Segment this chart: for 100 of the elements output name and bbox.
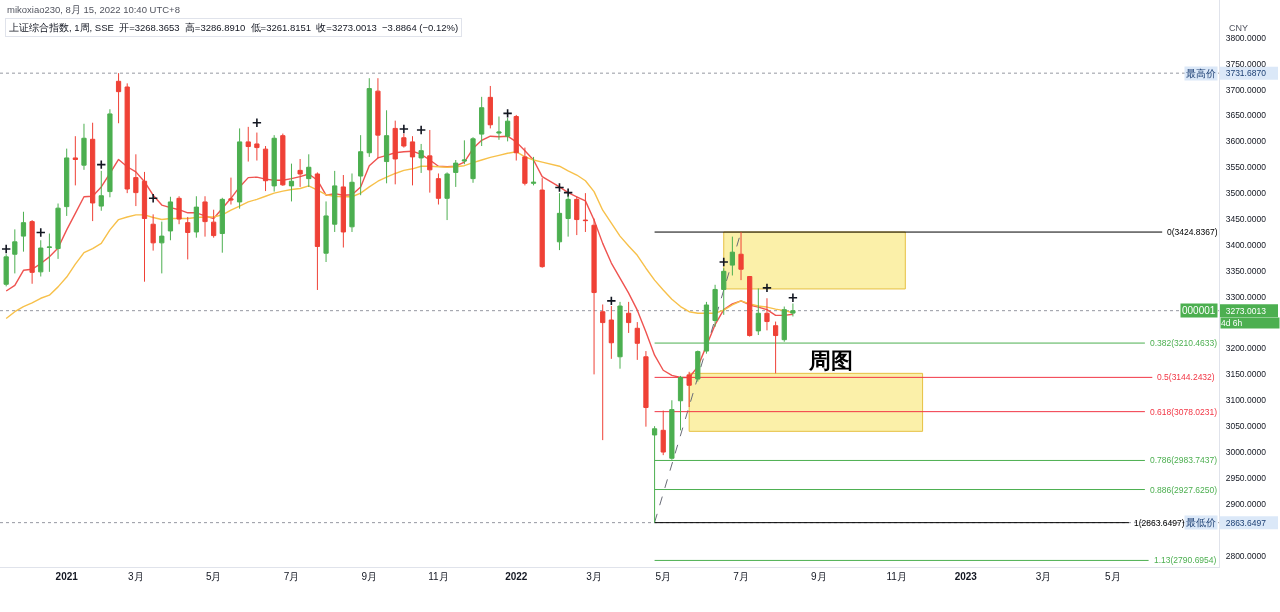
point — [251, 117, 262, 128]
y-tick-label: 3273.0013 — [1225, 305, 1267, 316]
candlestick — [401, 133, 407, 149]
y-tick-label: 3500.0000 — [1225, 188, 1267, 199]
candlestick — [90, 122, 96, 222]
x-tick-label: 5月 — [1105, 571, 1121, 582]
candlestick — [747, 275, 753, 338]
candlestick — [297, 158, 303, 188]
candlestick — [383, 109, 390, 184]
candlestick — [3, 253, 9, 287]
line-series — [5, 135, 794, 379]
series-label: 0.786(2983.7437) — [1150, 455, 1218, 465]
x-tick-label: 2022 — [505, 571, 528, 582]
candlestick — [323, 200, 329, 263]
annotation: mikoxiao230, 8月 15, 2022 10:40 UTC+8 — [7, 4, 180, 15]
candlestick — [12, 228, 18, 274]
candlestick — [409, 135, 416, 186]
y-tick-label: 3050.0000 — [1225, 421, 1267, 432]
candlestick — [392, 120, 398, 185]
candlestick — [133, 153, 139, 207]
candlestick — [513, 114, 519, 162]
candlestick — [617, 301, 623, 370]
candlestick — [634, 321, 640, 361]
candlestick — [262, 145, 269, 192]
candlestick — [167, 196, 174, 241]
candlestick — [738, 231, 744, 281]
candlestick — [81, 123, 87, 171]
candlestick — [254, 132, 260, 162]
candlestick — [107, 108, 113, 198]
candlestick — [141, 171, 148, 283]
candlestick — [626, 301, 632, 334]
series-label: 0.618(3078.0231) — [1150, 407, 1218, 417]
candlestick — [729, 236, 736, 276]
y-tick-label: 3150.0000 — [1225, 369, 1267, 380]
x-tick-label: 3月 — [1035, 571, 1052, 582]
candlestick — [643, 350, 649, 428]
candlestick — [29, 219, 35, 285]
candlestick — [271, 134, 277, 193]
candlestick — [608, 305, 614, 360]
text: 上证综合指数, 1周, SSE 开=3268.3653 高=3286.8910 低=3261.8151 收=3273.0013 −3.8864 (−0.12%) — [9, 22, 459, 33]
candlestick — [790, 302, 796, 317]
y-tick-label: 3550.0000 — [1225, 162, 1267, 173]
candlestick — [124, 82, 130, 194]
candlestick — [306, 153, 312, 188]
series-label: 0.886(2927.6250) — [1150, 485, 1218, 495]
y-tick-label: 3800.0000 — [1225, 32, 1267, 43]
candlestick — [721, 267, 727, 316]
candlestick — [38, 239, 44, 278]
y-tick-label: 2900.0000 — [1225, 498, 1267, 509]
y-tick-label: 3650.0000 — [1225, 110, 1267, 121]
y-tick-label: 3450.0000 — [1225, 214, 1267, 225]
candlestick — [522, 147, 528, 186]
x-tick-label: 5月 — [655, 571, 671, 582]
candlestick — [712, 284, 718, 328]
candlestick — [72, 135, 78, 186]
y-tick-label: 3731.6870 — [1225, 68, 1267, 79]
series-label: 1(2863.6497) — [1134, 518, 1185, 528]
x-tick-label: 9月 — [811, 571, 827, 582]
candlestick — [366, 77, 372, 158]
point — [1, 244, 12, 255]
candlestick — [470, 136, 476, 184]
candlestick — [176, 195, 182, 225]
candlestick — [582, 192, 589, 233]
y-tick-label: 2950.0000 — [1225, 472, 1267, 483]
candlestick — [574, 196, 580, 236]
candlestick — [453, 159, 459, 188]
candlestick — [159, 221, 165, 274]
candlestick — [202, 195, 208, 238]
y-tick-label: 3400.0000 — [1225, 239, 1267, 250]
x-tick-label: 2021 — [55, 571, 79, 582]
y-tick-label: 3200.0000 — [1225, 343, 1267, 354]
candlestick — [487, 85, 493, 129]
candlestick — [340, 174, 346, 249]
point — [761, 282, 772, 293]
candlestick — [64, 148, 70, 217]
candlestick — [695, 350, 701, 383]
y-tick-label: 3750.0000 — [1225, 58, 1267, 69]
y-tick-label: 3300.0000 — [1225, 291, 1267, 302]
x-tick-label: 11月 — [886, 571, 907, 582]
candlestick — [219, 197, 225, 254]
series-label: 1.13(2790.6954) — [1154, 555, 1217, 565]
series-label: 0.5(3144.2432) — [1157, 372, 1215, 382]
x-tick-label: 3月 — [128, 571, 144, 582]
candlestick — [314, 171, 321, 291]
candlestick — [773, 321, 779, 374]
candlestick — [211, 209, 217, 239]
point — [718, 257, 729, 268]
y-axis-title: CNY — [1229, 23, 1249, 33]
candlestick — [185, 216, 191, 260]
x-tick-label: 2023 — [954, 571, 978, 582]
series-label: 0.382(3210.4633) — [1150, 338, 1218, 348]
candlestick — [288, 163, 295, 202]
ref-line-label: 最高价 — [1186, 68, 1216, 79]
candlestick — [427, 129, 433, 194]
candlestick — [435, 172, 442, 206]
candlestick — [539, 177, 545, 269]
annotation: 000001 — [1182, 305, 1216, 316]
candlestick — [764, 297, 770, 331]
candlestick — [556, 192, 563, 251]
candlestick — [755, 287, 761, 336]
